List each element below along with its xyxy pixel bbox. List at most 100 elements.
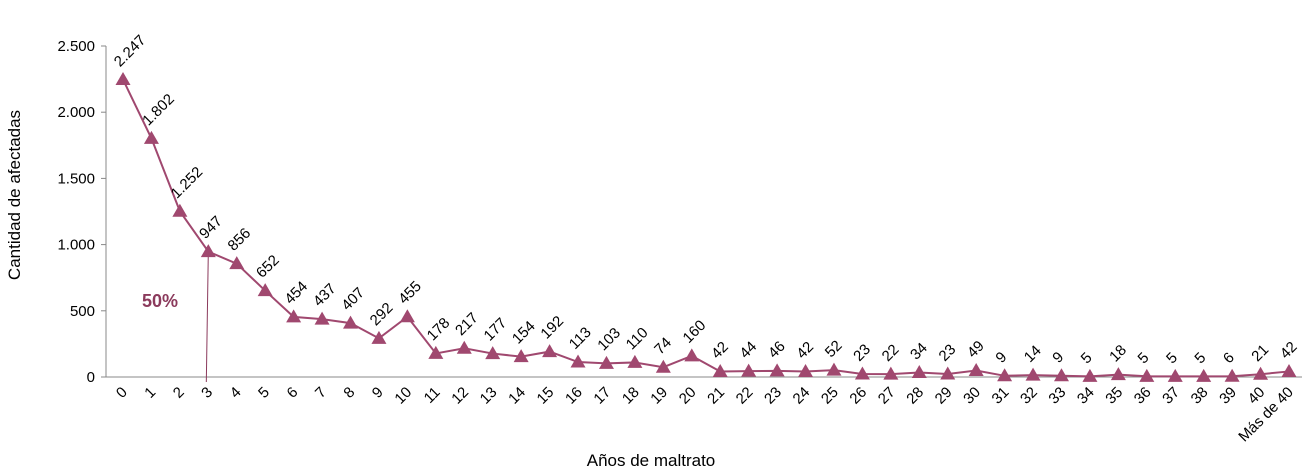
series-group	[115, 71, 1297, 382]
annotation-label: 50%	[142, 291, 178, 311]
x-tick-label: 6	[284, 384, 302, 402]
data-label: 23	[850, 341, 874, 365]
x-tick-label: 26	[846, 384, 870, 408]
data-point-marker	[570, 354, 586, 368]
x-tick-label: 21	[704, 384, 728, 408]
x-tick-label: 18	[619, 384, 643, 408]
x-tick-label: 35	[1102, 384, 1126, 408]
data-label: 21	[1248, 341, 1272, 365]
data-label: 437	[310, 280, 340, 310]
data-point-marker	[1110, 367, 1126, 381]
x-tick-label: 14	[505, 384, 529, 408]
x-tick-label: 16	[562, 384, 586, 408]
data-point-marker	[343, 315, 359, 329]
data-point-marker	[655, 359, 671, 373]
x-tick-label: 9	[369, 384, 387, 402]
annotation-group: 50%	[142, 251, 209, 383]
data-label: 292	[367, 299, 397, 329]
x-tick-label: 20	[676, 384, 700, 408]
y-tick-label: 0	[87, 369, 95, 386]
data-point-marker	[143, 130, 159, 144]
data-label: 46	[765, 338, 789, 362]
x-tick-label: 32	[1017, 384, 1041, 408]
data-point-marker	[940, 366, 956, 380]
data-label: 6	[1220, 349, 1238, 367]
data-label: 49	[964, 338, 988, 362]
data-label: 42	[793, 338, 817, 362]
data-point-marker	[428, 345, 444, 359]
data-point-marker	[712, 363, 728, 377]
data-point-marker	[1196, 368, 1212, 382]
data-label: 160	[680, 317, 710, 347]
data-label: 5	[1078, 349, 1096, 367]
data-point-marker	[1253, 366, 1269, 380]
data-label: 407	[338, 284, 368, 314]
data-label: 217	[452, 309, 482, 339]
data-point-marker	[286, 309, 302, 323]
x-tick-label: 37	[1159, 384, 1183, 408]
x-tick-label: 13	[477, 384, 501, 408]
y-axis: 0 500 1.000 1.500 2.000 2.500	[57, 38, 107, 386]
x-tick-label: 29	[932, 384, 956, 408]
data-point-marker	[513, 349, 529, 363]
x-tick-label: 38	[1188, 384, 1212, 408]
x-tick-label: 10	[391, 384, 415, 408]
data-point-marker	[172, 203, 188, 217]
data-point-marker	[314, 311, 330, 325]
data-point-marker	[200, 244, 216, 258]
data-label: 22	[879, 341, 903, 365]
y-tick-label: 2.500	[57, 38, 95, 55]
data-labels-group: 2.2471.8021.2529478566524544374072924551…	[111, 32, 1301, 367]
x-tick-label: 1	[141, 384, 159, 402]
x-tick-label: 22	[733, 384, 757, 408]
x-tick-label: 33	[1045, 384, 1069, 408]
x-tick-label: 28	[903, 384, 927, 408]
x-tick-label: 39	[1216, 384, 1240, 408]
data-point-marker	[741, 363, 757, 377]
x-tick-label: 15	[534, 384, 558, 408]
data-label: 856	[225, 225, 255, 255]
data-label: 23	[936, 341, 960, 365]
x-axis-title: Años de maltrato	[587, 451, 716, 470]
data-label: 42	[1277, 338, 1301, 362]
x-tick-label: 7	[312, 384, 330, 402]
data-label: 1.802	[139, 91, 178, 130]
data-point-marker	[456, 340, 472, 354]
data-label: 52	[822, 337, 846, 361]
data-point-marker	[684, 348, 700, 362]
data-point-marker	[598, 355, 614, 369]
data-label: 178	[424, 315, 454, 345]
x-tick-label: 19	[647, 384, 671, 408]
data-label: 103	[594, 324, 624, 354]
x-tick-label: 17	[590, 384, 614, 408]
data-label: 2.247	[111, 32, 150, 71]
data-label: 110	[623, 324, 652, 353]
x-tick-label: 30	[960, 384, 984, 408]
x-tick-label: 11	[421, 384, 444, 407]
data-label: 44	[736, 338, 760, 362]
data-point-marker	[997, 368, 1013, 382]
x-tick-label: 34	[1074, 384, 1098, 408]
data-point-marker	[399, 309, 415, 323]
data-label: 154	[509, 318, 539, 348]
data-label: 947	[196, 213, 226, 243]
x-tick-label: 23	[761, 384, 785, 408]
data-label: 42	[708, 338, 732, 362]
data-point-marker	[911, 364, 927, 378]
data-point-marker	[1281, 363, 1297, 377]
data-point-marker	[769, 363, 785, 377]
x-tick-label: 5	[255, 384, 273, 402]
data-label: 9	[992, 349, 1010, 367]
x-tick-label: 24	[790, 384, 814, 408]
series-line	[122, 79, 1290, 378]
data-point-marker	[854, 366, 870, 380]
x-tick-label: 12	[448, 384, 472, 408]
y-tick-label: 500	[70, 303, 95, 320]
data-label: 177	[481, 315, 511, 345]
data-label: 5	[1135, 349, 1153, 367]
data-label: 34	[907, 340, 931, 364]
data-label: 74	[651, 334, 675, 358]
x-axis: 0 1 2 3 4 5 6 7 8 9 10 11 12 13 14 15 16 17 18 19 20 21 22 23 24…	[106, 376, 1302, 445]
data-point-marker	[826, 362, 842, 376]
